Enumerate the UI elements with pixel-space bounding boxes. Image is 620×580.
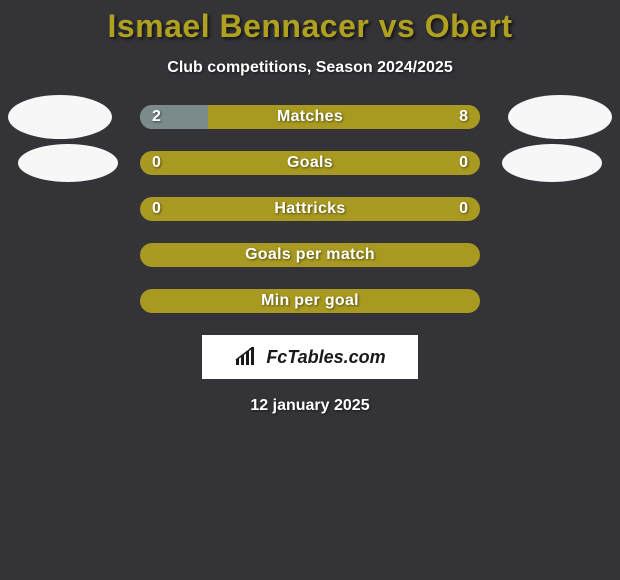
stat-row: Goals per match <box>0 243 620 267</box>
stat-bar: Goals per match <box>140 243 480 267</box>
stat-label: Min per goal <box>140 289 480 313</box>
stat-label: Matches <box>140 105 480 129</box>
logo-text: FcTables.com <box>266 347 385 368</box>
player-avatar-right <box>508 95 612 139</box>
stat-label: Goals <box>140 151 480 175</box>
stat-row: Min per goal <box>0 289 620 313</box>
stat-label: Goals per match <box>140 243 480 267</box>
player-avatar-left <box>8 95 112 139</box>
logo-box: FcTables.com <box>202 335 418 379</box>
comparison-rows: 28Matches 00Goals 00Hattricks Goals per mat… <box>0 105 620 313</box>
date-text: 12 january 2025 <box>0 397 620 415</box>
player-avatar-right <box>502 144 602 182</box>
stat-row: 00Goals <box>0 151 620 175</box>
bars-icon <box>234 347 260 367</box>
stat-bar: 00Hattricks <box>140 197 480 221</box>
stat-bar: 00Goals <box>140 151 480 175</box>
subtitle: Club competitions, Season 2024/2025 <box>0 59 620 77</box>
stat-row: 28Matches <box>0 105 620 129</box>
page-title: Ismael Bennacer vs Obert <box>0 0 620 45</box>
player-avatar-left <box>18 144 118 182</box>
stat-bar: Min per goal <box>140 289 480 313</box>
stat-bar: 28Matches <box>140 105 480 129</box>
stat-row: 00Hattricks <box>0 197 620 221</box>
stat-label: Hattricks <box>140 197 480 221</box>
